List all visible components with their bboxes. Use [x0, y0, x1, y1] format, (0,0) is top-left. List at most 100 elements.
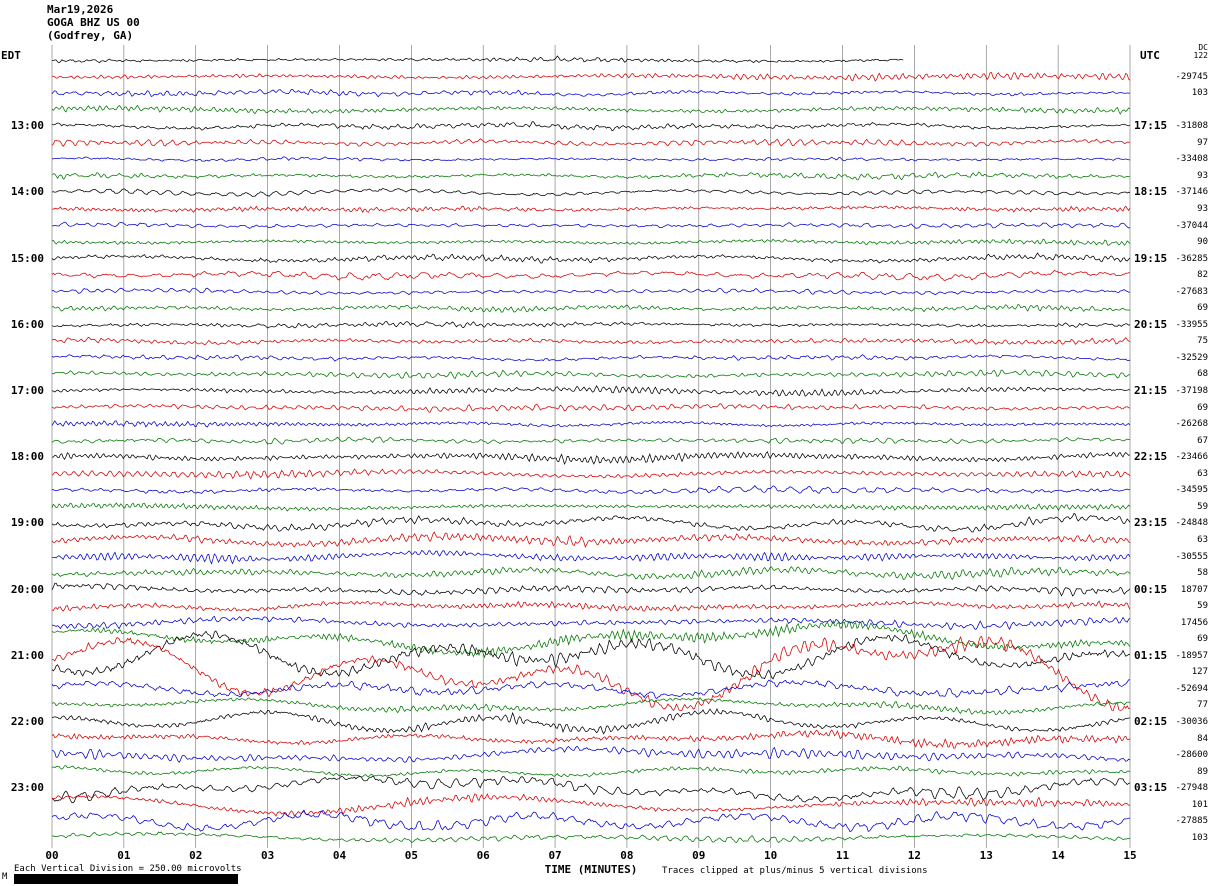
- right-timezone-label: UTC: [1140, 49, 1160, 62]
- trace-2345: [51, 831, 1131, 844]
- trace-1600: [51, 320, 1131, 329]
- trace-1345: [51, 171, 1131, 181]
- trace-value: 90: [1197, 237, 1208, 248]
- hour-label-utc-2015: 20:15: [1134, 317, 1168, 331]
- trace-value: -28600: [1175, 750, 1208, 761]
- trace-1445: [51, 238, 1131, 246]
- trace-value: 127: [1191, 667, 1208, 678]
- trace-value: -27885: [1175, 816, 1208, 827]
- hour-label-utc-1915: 19:15: [1134, 251, 1168, 265]
- trace-value: -37198: [1175, 386, 1208, 396]
- trace-2130: [51, 679, 1131, 699]
- trace-2015: [51, 600, 1131, 612]
- trace-value: 68: [1197, 369, 1208, 380]
- trace-value: -30036: [1175, 717, 1208, 727]
- hour-label-utc-0115: 01:15: [1134, 648, 1168, 662]
- hour-label-utc-1815: 18:15: [1134, 185, 1168, 199]
- x-tick-01: 01: [117, 849, 131, 862]
- trace-1330: [51, 156, 1131, 162]
- x-tick-08: 08: [620, 849, 634, 862]
- trace-value: 59: [1197, 501, 1208, 512]
- trace-value: 89: [1197, 766, 1208, 777]
- trace-value: -23466: [1175, 452, 1208, 463]
- x-tick-02: 02: [189, 849, 203, 862]
- trace-1415: [51, 205, 1131, 213]
- trace-value: 17456: [1180, 617, 1208, 628]
- x-tick-06: 06: [476, 849, 490, 862]
- trace-value: 93: [1197, 203, 1208, 214]
- trace-value: -18957: [1175, 650, 1208, 661]
- trace-1500: [51, 252, 1131, 264]
- trace-2100: [51, 630, 1131, 680]
- trace-value: 67: [1197, 435, 1208, 446]
- trace-value: 69: [1197, 634, 1208, 645]
- trace-value: 103: [1191, 832, 1208, 843]
- trace-2215: [51, 729, 1131, 749]
- trace-2230: [51, 745, 1131, 763]
- trace-value: 77: [1197, 700, 1208, 711]
- trace-1700: [51, 385, 1131, 397]
- trace-1730: [51, 420, 1131, 428]
- trace-value: 97: [1197, 137, 1208, 148]
- trace-2000: [51, 582, 1131, 597]
- trace-value: 101: [1191, 799, 1208, 810]
- trace-value: -33408: [1175, 154, 1208, 165]
- trace-1615: [51, 336, 1131, 346]
- trace-value: 58: [1197, 568, 1208, 579]
- hour-label-edt-1500: 15:00: [10, 251, 44, 265]
- trace-2245: [51, 765, 1131, 778]
- trace-value: -37146: [1175, 187, 1208, 198]
- trace-value: 63: [1197, 534, 1208, 545]
- dc-offset-line1: DC: [1198, 43, 1208, 52]
- hour-label-utc-2115: 21:15: [1134, 384, 1168, 397]
- trace-1915: [51, 531, 1131, 548]
- trace-value: 93: [1197, 170, 1208, 181]
- hour-label-edt-1600: 16:00: [10, 317, 44, 331]
- x-tick-03: 03: [260, 849, 275, 862]
- hour-label-utc-0015: 00:15: [1134, 582, 1168, 596]
- x-tick-12: 12: [907, 849, 922, 862]
- x-tick-05: 05: [404, 849, 418, 862]
- hour-label-utc-0215: 02:15: [1134, 715, 1168, 728]
- trace-value: -26268: [1175, 419, 1208, 430]
- trace-value: -33955: [1175, 319, 1208, 330]
- x-tick-10: 10: [764, 849, 778, 862]
- header: Mar19,2026 GOGA BHZ US 00 (Godfrey, GA): [47, 3, 140, 42]
- trace-1900: [51, 512, 1131, 533]
- header-date: Mar19,2026: [47, 3, 114, 16]
- trace-1545: [51, 304, 1131, 313]
- trace-value: -27948: [1175, 783, 1208, 794]
- left-timezone-label: EDT: [1, 49, 21, 62]
- trace-value: -32529: [1175, 352, 1208, 363]
- trace-1245: [51, 104, 1131, 115]
- hour-label-edt-1400: 14:00: [10, 185, 44, 199]
- trace-value: 69: [1197, 303, 1208, 314]
- hour-label-edt-1700: 17:00: [10, 384, 44, 397]
- trace-value: 103: [1191, 88, 1208, 99]
- trace-1300: [51, 121, 1131, 132]
- x-tick-00: 00: [45, 849, 59, 862]
- trace-value: -36285: [1175, 253, 1208, 264]
- trace-2145: [51, 697, 1131, 715]
- hour-label-edt-1900: 19:00: [10, 516, 44, 530]
- trace-1830: [51, 485, 1131, 495]
- trace-value: -24848: [1175, 518, 1208, 529]
- dc-offset-line2: 122: [1193, 51, 1208, 60]
- hour-label-utc-2315: 23:15: [1134, 516, 1168, 530]
- footer-bar: [14, 874, 238, 884]
- trace-2200: [51, 707, 1131, 735]
- trace-value: 69: [1197, 402, 1208, 413]
- trace-1630: [51, 354, 1131, 362]
- trace-1530: [51, 287, 1131, 296]
- header-station: GOGA BHZ US 00: [47, 16, 140, 29]
- trace-value: 82: [1197, 270, 1208, 281]
- trace-value: -31808: [1175, 121, 1208, 132]
- x-tick-14: 14: [1051, 849, 1065, 862]
- trace-1230: [51, 88, 1131, 98]
- trace-1715: [51, 403, 1131, 413]
- dc-offset-label: DC 122: [1162, 44, 1208, 60]
- hour-label-utc-1715: 17:15: [1134, 119, 1168, 133]
- trace-1930: [51, 550, 1131, 565]
- trace-1800: [51, 450, 1131, 465]
